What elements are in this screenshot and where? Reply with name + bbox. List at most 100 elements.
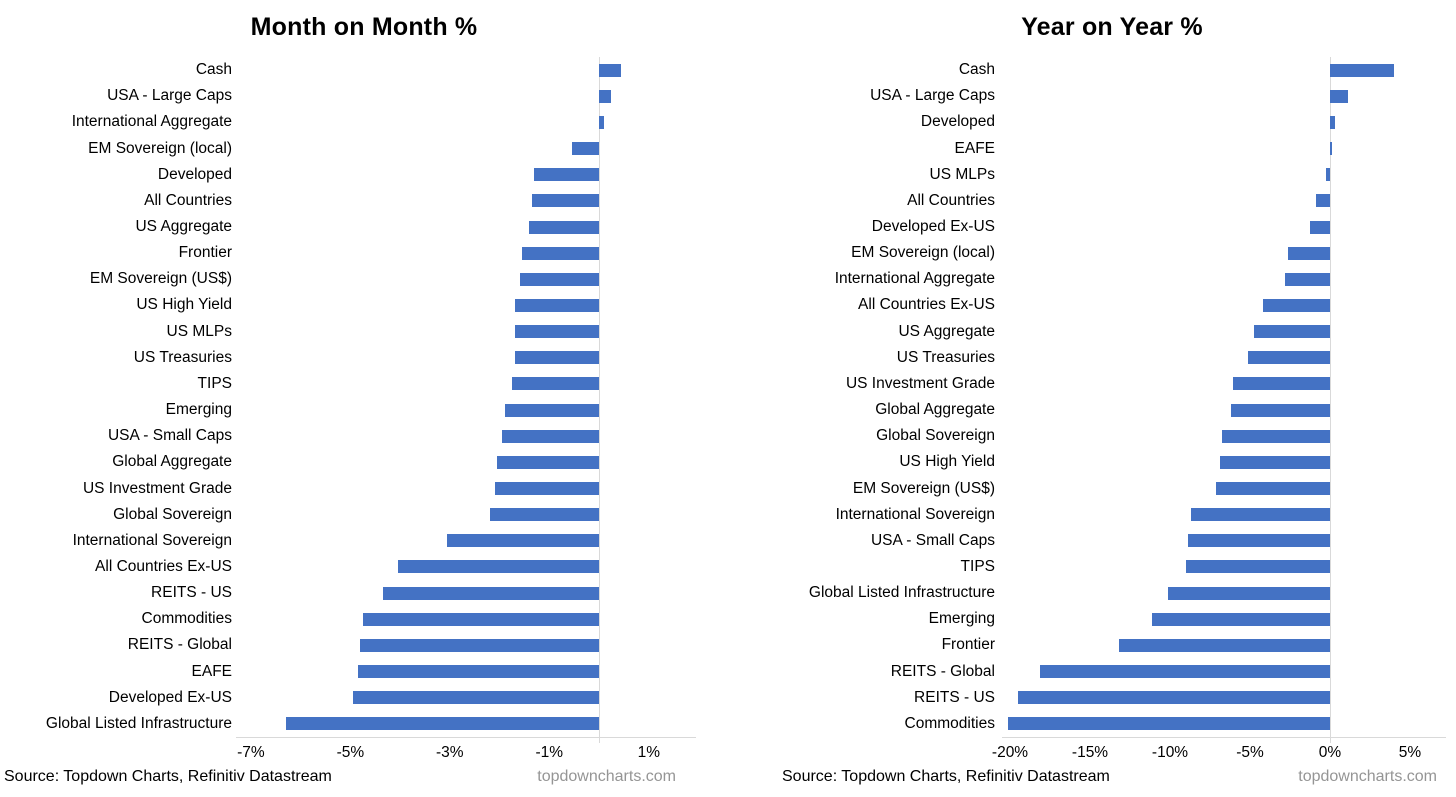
bar (512, 377, 599, 391)
bar (1330, 89, 1348, 103)
category-label: REITS - Global (890, 662, 995, 680)
category-label: All Countries Ex-US (95, 557, 232, 575)
bar (1222, 429, 1330, 443)
bar (599, 63, 622, 77)
category-label: USA - Small Caps (870, 531, 995, 549)
source-text: Source: Topdown Charts, Refinitiv Datast… (782, 768, 1110, 785)
bar (529, 220, 599, 234)
category-label: US High Yield (899, 453, 995, 471)
category-label: US High Yield (136, 296, 232, 314)
bar (521, 246, 599, 260)
bar (1216, 482, 1330, 495)
bar (1186, 560, 1330, 574)
category-label: Commodities (904, 714, 995, 732)
x-tick-label: -15% (1071, 744, 1109, 761)
bar (519, 272, 600, 286)
bar (357, 665, 599, 678)
x-axis-line (236, 737, 696, 738)
category-label: TIPS (197, 374, 232, 392)
category-label: EM Sovereign (local) (851, 244, 995, 262)
x-tick-label: -5% (336, 744, 365, 761)
bar (514, 351, 599, 365)
bar (1187, 534, 1330, 548)
chart-panel-month-on-month: Month on Month % Source: Topdown Charts,… (4, 13, 696, 785)
chart-title-year-on-year: Year on Year % (1021, 13, 1203, 41)
category-label: US Treasuries (133, 348, 232, 366)
bar (1230, 403, 1330, 417)
bar (514, 298, 599, 312)
category-label: TIPS (960, 557, 995, 575)
x-tick-label: -3% (436, 744, 464, 761)
category-label: All Countries Ex-US (858, 296, 995, 314)
category-label: US Investment Grade (845, 374, 995, 392)
category-label: Emerging (165, 401, 232, 418)
category-label: Cash (958, 61, 995, 79)
bar (534, 168, 599, 182)
bar (1285, 272, 1330, 286)
category-label: Developed (920, 113, 995, 131)
zero-axis-line (1330, 57, 1331, 743)
category-label: Global Listed Infrastructure (808, 584, 995, 602)
category-label: Frontier (941, 636, 995, 654)
bar (1118, 638, 1330, 652)
bar (1168, 586, 1330, 600)
category-label: USA - Large Caps (870, 87, 995, 105)
bar (1330, 142, 1333, 155)
bar (599, 115, 604, 129)
bar (1152, 612, 1330, 626)
category-label: USA - Small Caps (107, 427, 232, 445)
bar (352, 691, 600, 705)
bar (360, 638, 599, 652)
bar (1330, 63, 1394, 77)
bar (1219, 455, 1330, 469)
bar (489, 508, 599, 522)
zero-axis-line (599, 57, 600, 743)
watermark-text: topdowncharts.com (1298, 768, 1437, 785)
x-tick-label: -10% (1151, 744, 1189, 761)
category-label: US MLPs (929, 165, 995, 183)
category-label: Emerging (928, 610, 995, 628)
bar (1310, 220, 1330, 234)
x-axis-line (1002, 737, 1446, 738)
x-tick-label: -20% (991, 744, 1029, 761)
category-label: USA - Large Caps (107, 87, 232, 105)
bar (1190, 508, 1330, 522)
category-label: International Sovereign (835, 505, 995, 523)
category-label: International Aggregate (834, 270, 995, 288)
x-tick-label: -1% (535, 744, 564, 761)
category-label: International Aggregate (71, 113, 232, 131)
category-label: US Aggregate (898, 322, 995, 340)
category-label: Developed Ex-US (871, 218, 995, 235)
bar (1018, 691, 1330, 705)
bar (362, 612, 599, 626)
bar (447, 534, 600, 548)
category-label: All Countries (144, 191, 232, 209)
category-label: Commodities (141, 610, 232, 628)
x-tick-label: 5% (1398, 744, 1422, 761)
bar (599, 89, 612, 103)
category-label: US MLPs (166, 322, 232, 340)
bar (1288, 246, 1330, 260)
bar (1008, 717, 1330, 731)
bar (504, 403, 599, 417)
category-label: US Investment Grade (82, 479, 232, 497)
bar (502, 429, 600, 443)
x-tick-label: -7% (237, 744, 265, 761)
category-label: EM Sovereign (US$) (852, 479, 995, 497)
category-label: Global Aggregate (875, 401, 995, 418)
category-label: Cash (195, 61, 232, 79)
bar (514, 325, 599, 339)
category-label: EAFE (191, 662, 232, 680)
category-label: REITS - Global (127, 636, 232, 654)
bar (1254, 325, 1330, 339)
bar (1248, 351, 1330, 365)
bar (497, 455, 599, 469)
x-tick-label: 0% (1318, 744, 1342, 761)
bar (571, 142, 600, 155)
bar (285, 717, 599, 731)
bar (397, 560, 599, 574)
category-label: EM Sovereign (US$) (89, 270, 232, 288)
category-label: EAFE (954, 139, 995, 157)
category-label: US Aggregate (135, 218, 232, 235)
